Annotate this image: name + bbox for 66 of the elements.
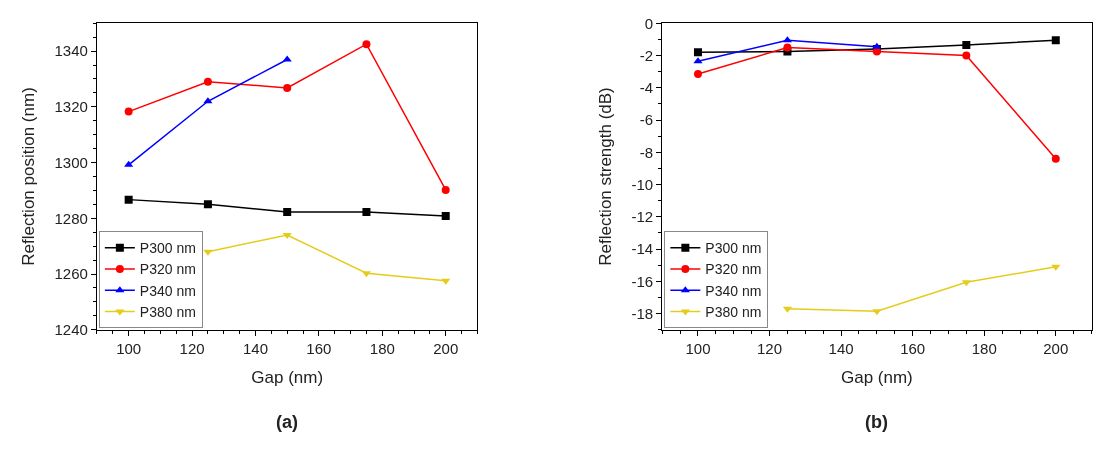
y-tick-label: 1280	[54, 209, 88, 227]
legend-label: P320 nm	[139, 261, 196, 278]
legend-label: P300 nm	[139, 240, 196, 257]
y-tick-label: -4	[639, 79, 654, 97]
point	[283, 207, 292, 216]
point	[124, 107, 133, 116]
legend-label: P340 nm	[705, 282, 762, 299]
point	[283, 83, 292, 92]
text: (a)	[276, 412, 298, 432]
point	[693, 48, 702, 57]
y-tick-label: -16	[631, 272, 654, 290]
y-axis-title: Reflection strength (dB)	[595, 87, 615, 266]
x-tick-label: 200	[433, 339, 459, 357]
point	[961, 280, 971, 287]
x-axis-title: Gap (nm)	[251, 368, 324, 388]
point	[872, 309, 882, 316]
y-tick-label: -10	[631, 175, 654, 193]
x-tick-label: 200	[1043, 339, 1069, 357]
point	[962, 51, 971, 60]
legend-label: P380 nm	[139, 303, 196, 320]
y-tick-label: 0	[644, 14, 654, 32]
x-tick-label: 120	[179, 339, 205, 357]
point	[282, 233, 292, 240]
point	[124, 160, 134, 167]
x-tick-label: 120	[757, 339, 783, 357]
point	[203, 77, 212, 86]
y-tick-label: -2	[639, 46, 654, 64]
point	[1051, 154, 1060, 163]
y-tick-label: 1260	[54, 265, 88, 283]
text: (b)	[865, 412, 888, 432]
x-tick-label: 140	[828, 339, 854, 357]
x-tick-label: 100	[116, 339, 142, 357]
point	[1051, 36, 1060, 45]
point	[362, 207, 371, 216]
point	[203, 200, 212, 209]
y-tick-label: 1300	[54, 153, 88, 171]
y-tick-label: 1340	[54, 42, 88, 60]
point	[693, 57, 703, 64]
y-tick-label: -12	[631, 208, 654, 226]
x-tick-label: 140	[242, 339, 268, 357]
point	[693, 70, 702, 79]
y-tick-label: 1320	[54, 98, 88, 116]
x-tick-label: 160	[900, 339, 926, 357]
point	[1051, 264, 1061, 271]
y-tick-label: -6	[639, 111, 654, 129]
y-tick-label: 1240	[54, 321, 88, 339]
x-tick-label: 160	[306, 339, 332, 357]
point	[872, 42, 882, 49]
legend-label: P340 nm	[139, 282, 196, 299]
x-tick-label: 180	[369, 339, 395, 357]
point	[441, 185, 450, 194]
point	[124, 195, 133, 204]
y-tick-label: -18	[631, 304, 654, 322]
x-axis-title: Gap (nm)	[840, 368, 913, 388]
y-tick-label: -8	[639, 143, 654, 161]
x-tick-label: 100	[685, 339, 711, 357]
y-axis-title: Reflection position (nm)	[19, 87, 39, 266]
point	[783, 43, 792, 52]
x-tick-label: 180	[971, 339, 997, 357]
point	[362, 40, 371, 49]
legend-label: P320 nm	[705, 261, 762, 278]
y-tick-label: -14	[631, 240, 654, 258]
point	[441, 212, 450, 221]
legend-label: P300 nm	[705, 240, 762, 257]
point	[962, 41, 971, 50]
legend-label: P380 nm	[705, 303, 762, 320]
